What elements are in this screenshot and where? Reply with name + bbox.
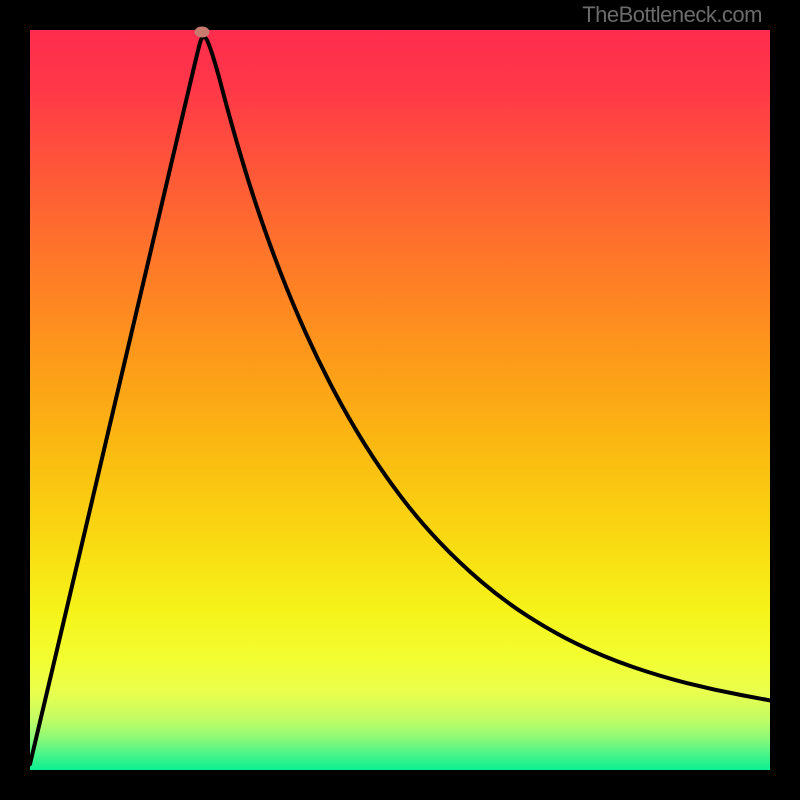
root-container: TheBottleneck.com bbox=[0, 0, 800, 800]
plot-area bbox=[30, 30, 770, 770]
bottleneck-curve bbox=[30, 37, 770, 764]
minimum-marker bbox=[194, 27, 209, 38]
attribution-text: TheBottleneck.com bbox=[582, 2, 762, 28]
curve-svg bbox=[30, 30, 770, 770]
